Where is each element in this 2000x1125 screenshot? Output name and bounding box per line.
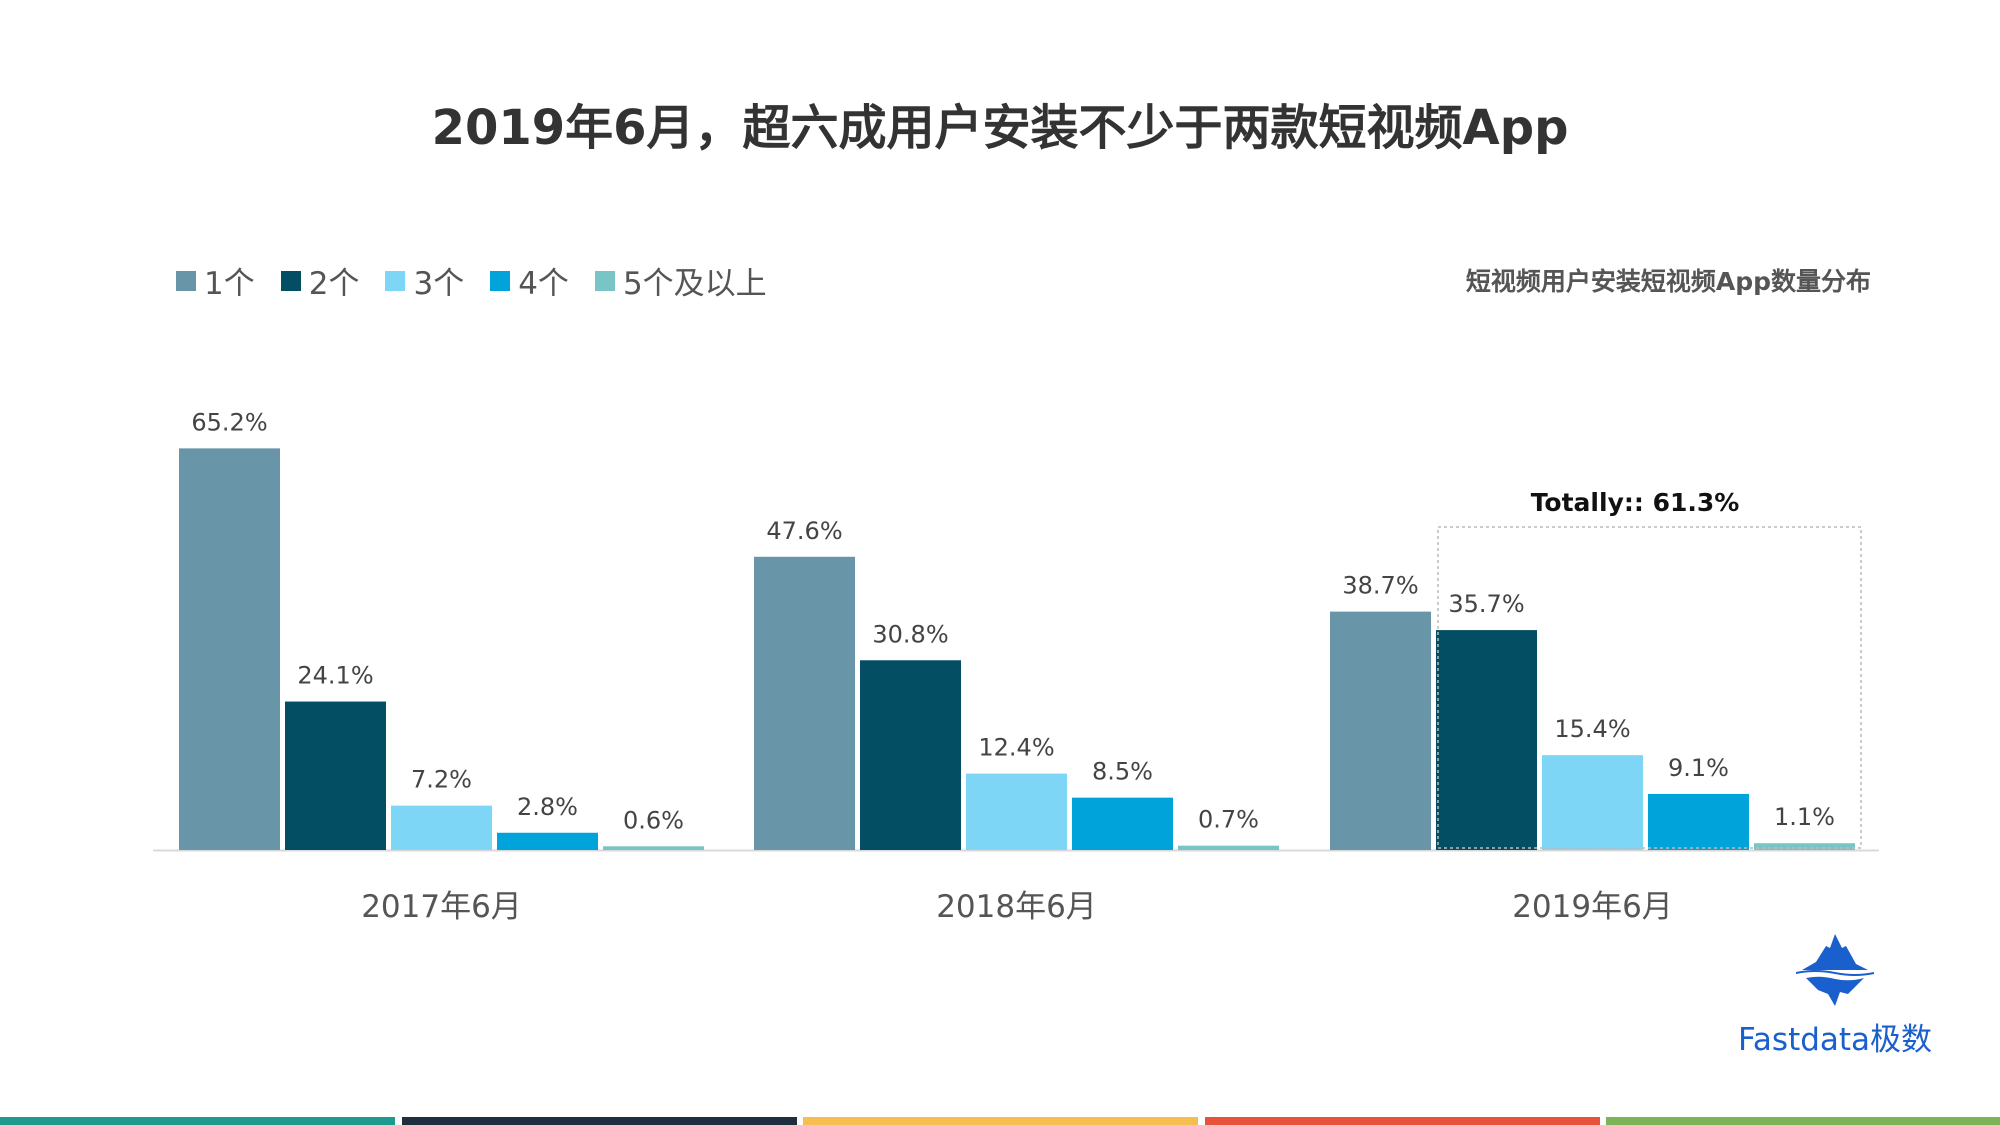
legend-item: 1个: [176, 258, 255, 303]
iceberg-icon: [1796, 934, 1874, 1006]
footer-stripe: [401, 1117, 797, 1125]
data-label: 65.2%: [191, 408, 267, 436]
legend-item: 3个: [385, 258, 464, 303]
data-label: 30.8%: [872, 620, 948, 648]
total-annotation: Totally:: 61.3%: [1530, 488, 1740, 517]
bar: [1754, 843, 1855, 850]
data-label: 7.2%: [411, 766, 472, 794]
data-label: 35.7%: [1448, 590, 1524, 618]
bar: [754, 556, 855, 850]
legend-swatch: [490, 270, 511, 291]
bar: [391, 805, 492, 850]
fastdata-logo: Fastdata极数: [1730, 930, 1940, 1059]
legend-label: 4个: [518, 266, 569, 302]
chart-subtitle: 短视频用户安装短视频App数量分布: [1465, 267, 1871, 296]
bar: [1542, 755, 1643, 850]
bar: [1072, 797, 1173, 850]
category-label: 2017年6月: [361, 889, 522, 925]
bar: [1648, 793, 1749, 850]
data-label: 12.4%: [978, 734, 1054, 762]
footer-stripe: [0, 1117, 395, 1125]
bar: [179, 448, 280, 850]
data-label: 47.6%: [766, 517, 842, 545]
legend-swatch: [594, 270, 615, 291]
data-label: 8.5%: [1092, 758, 1153, 786]
data-label: 2.8%: [517, 793, 578, 821]
data-label: 0.6%: [623, 806, 684, 834]
chart-title: 2019年6月，超六成用户安装不少于两款短视频App: [431, 100, 1569, 156]
category-label: 2019年6月: [1512, 889, 1673, 925]
data-label: 1.1%: [1774, 803, 1835, 831]
legend-label: 1个: [204, 266, 255, 302]
legend-label: 3个: [413, 266, 465, 302]
legend-item: 4个: [490, 258, 569, 303]
data-label: 24.1%: [297, 662, 373, 690]
legend-swatch: [176, 270, 196, 291]
footer-stripe: [803, 1117, 1198, 1125]
footer-stripes: [0, 1117, 2000, 1125]
legend-label: 5个及以上: [622, 266, 767, 302]
legend-swatch: [385, 270, 406, 291]
bar: [966, 773, 1067, 850]
data-label: 9.1%: [1668, 754, 1729, 782]
legend-label: 2个: [308, 266, 360, 302]
legend: 1个 2个 3个 4个 5个及以上: [176, 258, 767, 303]
legend-item: 5个及以上: [594, 258, 767, 303]
logo-text: Fastdata极数: [1737, 1022, 1933, 1058]
bar: [603, 846, 704, 850]
bar: [1330, 611, 1431, 850]
data-label: 38.7%: [1342, 572, 1418, 600]
footer-stripe: [1204, 1117, 1600, 1125]
legend-item: 2个: [280, 258, 360, 303]
bar: [1178, 845, 1279, 850]
bar: [860, 660, 961, 850]
legend-swatch: [280, 270, 301, 291]
category-label: 2018年6月: [936, 889, 1097, 925]
bar: [285, 701, 386, 850]
footer-stripe: [1606, 1117, 2000, 1125]
highlight-box: [1437, 526, 1862, 849]
data-label: 15.4%: [1554, 715, 1630, 743]
bar: [497, 832, 598, 850]
bar: [1436, 630, 1537, 850]
data-label: 0.7%: [1198, 806, 1259, 834]
